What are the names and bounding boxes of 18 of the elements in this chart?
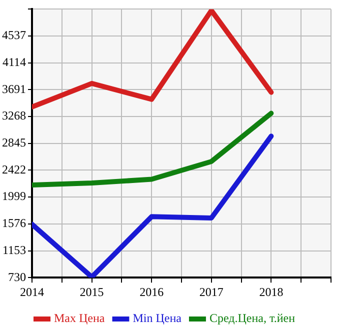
x-tick-label: 2015	[80, 284, 104, 299]
x-tick-label: 2014	[20, 284, 44, 299]
y-tick-label: 3268	[2, 108, 26, 123]
x-tick-label: 2018	[259, 284, 284, 299]
y-tick-label: 1999	[2, 189, 26, 204]
legend-label: Min Цена	[132, 311, 182, 326]
x-tick-label: 2017	[199, 284, 224, 299]
legend-label: Max Цена	[54, 311, 106, 326]
y-tick-label: 2845	[2, 136, 26, 150]
y-tick-label: 3691	[2, 82, 26, 96]
legend-label: Сред.Цена, т.йен	[209, 311, 296, 326]
y-tick-label: 4114	[2, 55, 26, 70]
y-tick-label: 730	[8, 270, 26, 284]
y-tick-label: 1153	[2, 242, 26, 257]
y-tick-label: 1576	[2, 216, 26, 230]
y-tick-label: 4537	[2, 28, 26, 42]
x-tick-label: 2016	[140, 284, 164, 299]
y-tick-label: 2422	[2, 162, 26, 176]
